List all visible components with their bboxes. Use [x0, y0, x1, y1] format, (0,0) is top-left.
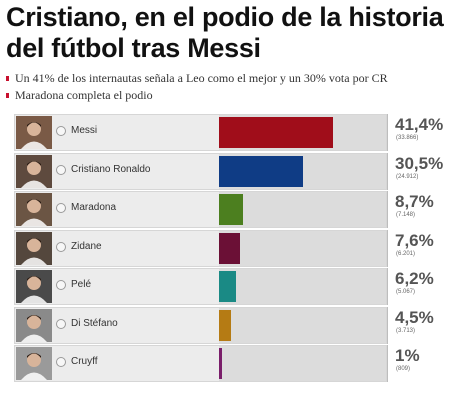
option-percent: 1%: [395, 346, 420, 365]
vote-radio[interactable]: [56, 357, 66, 367]
option-name: Cruyff: [71, 356, 98, 367]
summary-text: Maradona completa el podio: [15, 88, 153, 102]
poll-option-row[interactable]: Messi 41,4% (33.866): [14, 114, 454, 151]
option-percent: 41,4%: [395, 115, 444, 134]
result-bar-track: [219, 115, 386, 150]
vote-radio[interactable]: [56, 165, 66, 175]
row-divider: [387, 114, 388, 151]
row-divider: [387, 153, 388, 190]
option-percent: 8,7%: [395, 192, 434, 211]
option-vote-count: (5.067): [396, 289, 416, 295]
result-bar: [219, 348, 222, 379]
headline: Cristiano, en el podio de la historia de…: [6, 2, 444, 63]
option-vote-count: (6.201): [396, 251, 416, 257]
option-percent: 4,5%: [395, 308, 434, 327]
summary-item: Un 41% de los internautas señala a Leo c…: [6, 70, 456, 87]
maradona-photo: [16, 193, 52, 226]
option-vote-count: (3.713): [396, 328, 416, 334]
poll-option-row[interactable]: Maradona 8,7% (7.148): [14, 191, 454, 228]
result-bar: [219, 156, 303, 187]
vote-radio[interactable]: [56, 242, 66, 252]
poll-option-row[interactable]: Di Stéfano 4,5% (3.713): [14, 307, 454, 344]
result-bar: [219, 310, 231, 341]
option-vote-count: (809): [396, 366, 411, 372]
result-bar-track: [219, 192, 386, 227]
poll-results: Messi 41,4% (33.866) Cristiano Ronaldo 30,5%…: [14, 114, 454, 384]
bullet-marker: [6, 93, 9, 98]
option-name: Di Stéfano: [71, 318, 118, 329]
row-divider: [387, 345, 388, 382]
row-divider: [387, 191, 388, 228]
messi-photo: [16, 116, 52, 149]
result-bar-track: [219, 154, 386, 189]
option-vote-count: (24.912): [396, 174, 419, 180]
summary-text: Un 41% de los internautas señala a Leo c…: [15, 71, 388, 85]
poll-option-row[interactable]: Pelé 6,2% (5.067): [14, 268, 454, 305]
poll-option-row[interactable]: Cruyff 1% (809): [14, 345, 454, 382]
pele-photo: [16, 270, 52, 303]
result-bar-track: [219, 308, 386, 343]
summary-list: Un 41% de los internautas señala a Leo c…: [6, 70, 456, 104]
option-name: Zidane: [71, 241, 102, 252]
option-name: Messi: [71, 125, 98, 136]
row-divider: [387, 307, 388, 344]
option-percent: 30,5%: [395, 154, 444, 173]
di-stefano-photo: [16, 309, 52, 342]
poll-option-row[interactable]: Cristiano Ronaldo 30,5% (24.912): [14, 153, 454, 190]
row-divider: [387, 268, 388, 305]
cristiano-ronaldo-photo: [16, 155, 52, 188]
option-vote-count: (7.148): [396, 212, 416, 218]
vote-radio[interactable]: [56, 319, 66, 329]
option-name: Maradona: [71, 202, 117, 213]
option-percent: 6,2%: [395, 269, 434, 288]
option-percent: 7,6%: [395, 231, 434, 250]
result-bar: [219, 233, 240, 264]
cruyff-photo: [16, 347, 52, 380]
vote-radio[interactable]: [56, 203, 66, 213]
result-bar-track: [219, 346, 386, 381]
vote-radio[interactable]: [56, 280, 66, 290]
option-name: Cristiano Ronaldo: [71, 164, 151, 175]
zidane-photo: [16, 232, 52, 265]
option-name: Pelé: [71, 279, 92, 290]
result-bar: [219, 271, 236, 302]
row-divider: [387, 230, 388, 267]
summary-item: Maradona completa el podio: [6, 87, 456, 104]
result-bar: [219, 194, 243, 225]
result-bar-track: [219, 231, 386, 266]
result-bar-track: [219, 269, 386, 304]
option-vote-count: (33.866): [396, 135, 419, 141]
result-bar: [219, 117, 333, 148]
vote-radio[interactable]: [56, 126, 66, 136]
bullet-marker: [6, 76, 9, 81]
poll-option-row[interactable]: Zidane 7,6% (6.201): [14, 230, 454, 267]
